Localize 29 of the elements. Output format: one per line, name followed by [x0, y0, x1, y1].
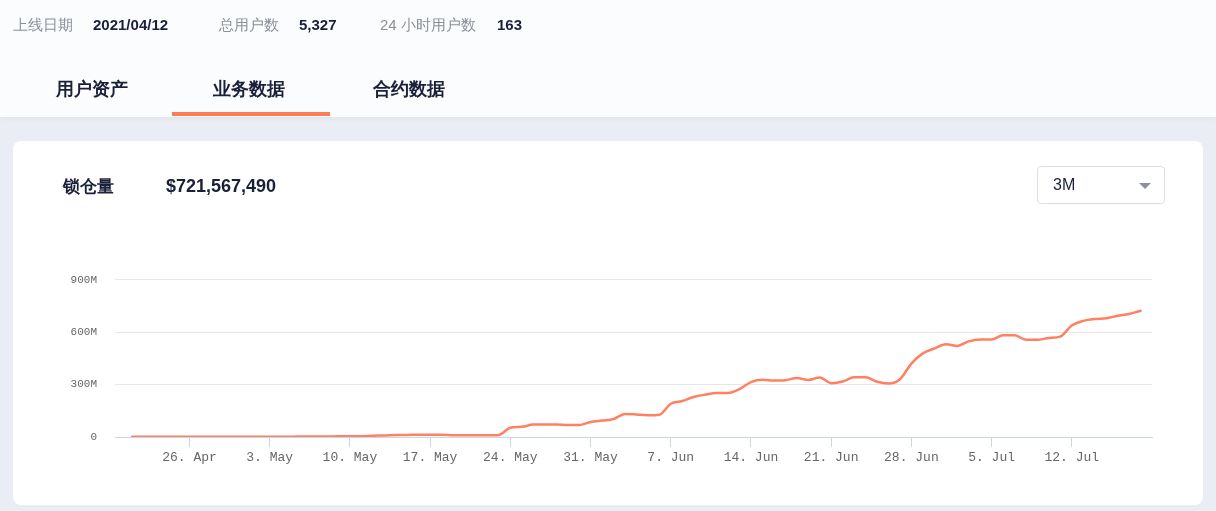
x-tick-label: 17. May: [402, 450, 458, 466]
chart-title: 锁仓量: [63, 176, 114, 198]
y-tick-label: 300M: [70, 378, 97, 391]
x-tick-label: 7. Jun: [647, 450, 695, 466]
text: 上线日期: [13, 15, 73, 35]
line-series: [130, 309, 1142, 437]
text: 5,327: [299, 15, 337, 35]
text: 163: [497, 15, 523, 35]
text: 用户资产: [56, 78, 128, 100]
text: 24 小时用户数: [380, 15, 476, 35]
y-tick-label: 0: [90, 430, 97, 443]
y-tick-label: 900M: [70, 273, 97, 286]
chart-subtitle: $721,567,490: [166, 175, 277, 197]
x-tick-label: 3. May: [246, 450, 294, 466]
x-tick-label: 26. Apr: [162, 450, 217, 466]
x-tick-label: 24. May: [483, 450, 538, 466]
x-tick-label: 21. Jun: [803, 450, 859, 466]
x-tick-label: 28. Jun: [884, 450, 939, 466]
x-tick-label: 31. May: [563, 450, 619, 466]
x-tick-label: 10. May: [322, 450, 378, 466]
y-tick-label: 600M: [70, 325, 97, 338]
text: 总用户数: [219, 15, 279, 35]
text: 3M: [1053, 175, 1076, 195]
x-tick-label: 5. Jul: [968, 450, 1016, 466]
text: 合约数据: [373, 78, 445, 100]
x-tick-label: 14. Jun: [723, 450, 779, 466]
text: 2021/04/12: [93, 15, 169, 35]
text: 业务数据: [213, 78, 285, 100]
x-tick-label: 12. Jul: [1044, 450, 1100, 466]
